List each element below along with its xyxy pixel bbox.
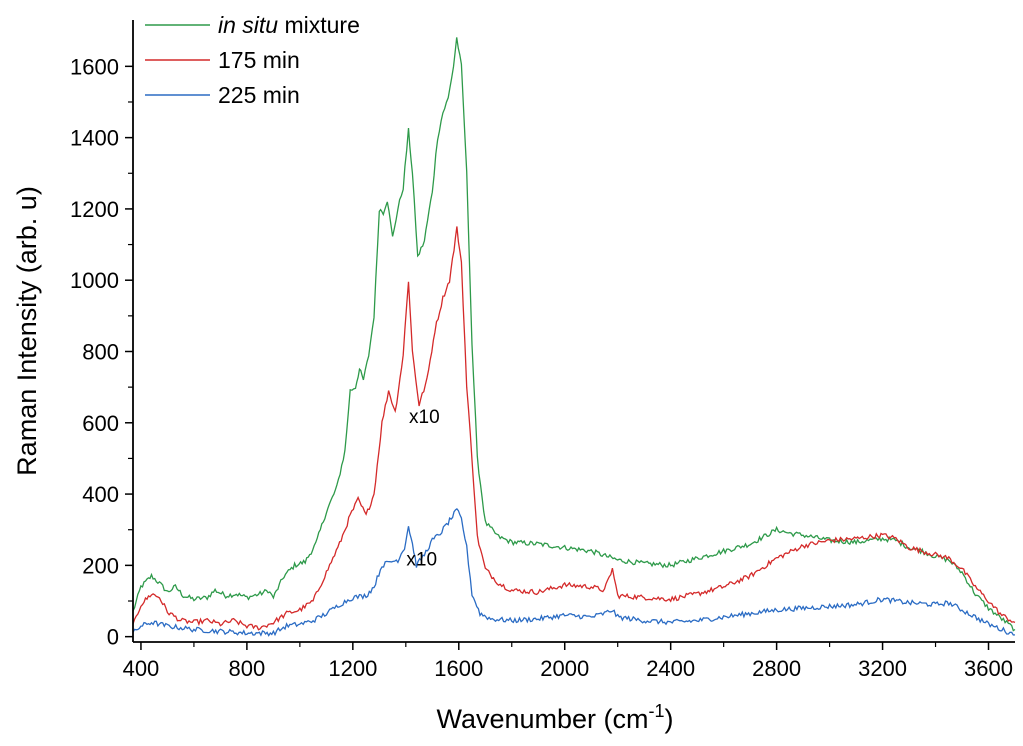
y-tick-label: 600	[82, 411, 119, 436]
legend: in situ mixture 175 min 225 min	[145, 12, 360, 108]
x-axis-title-sup: -1	[649, 701, 665, 721]
annotation-0: x10	[409, 407, 440, 428]
annotations-layer: x10 x10	[406, 407, 439, 571]
y-tick-label: 1600	[70, 54, 119, 79]
series-line-1	[132, 226, 1016, 631]
y-tick-label: 1000	[70, 268, 119, 293]
y-tick-label: 0	[107, 625, 119, 650]
legend-label-0: in situ mixture	[218, 12, 360, 38]
legend-label-text: 175 min	[218, 47, 300, 73]
x-axis-title-end: )	[665, 704, 674, 734]
legend-label-text: 225 min	[218, 82, 300, 108]
x-axis-title: Wavenumber (cm-1)	[436, 701, 673, 734]
y-tick-label: 400	[82, 482, 119, 507]
y-tick-label: 1400	[70, 126, 119, 151]
x-tick-label: 2800	[752, 656, 801, 681]
legend-label-1: 175 min	[218, 47, 300, 73]
x-tick-label: 1600	[434, 656, 483, 681]
axes-layer	[132, 20, 1015, 643]
legend-label-text: mixture	[278, 12, 360, 38]
x-tick-label: 2400	[646, 656, 695, 681]
ticks-layer: 400 800 1200 1600 2000 2400 2800 3200 3600 0 200 40…	[70, 54, 1013, 681]
annotation-1: x10	[406, 549, 437, 570]
series-layer	[132, 37, 1016, 637]
x-tick-label: 400	[123, 656, 160, 681]
series-line-2	[132, 508, 1016, 637]
legend-label-italic: in situ	[218, 12, 278, 38]
x-tick-label: 3200	[858, 656, 907, 681]
x-tick-label: 1200	[328, 656, 377, 681]
y-tick-label: 1200	[70, 197, 119, 222]
x-tick-label: 3600	[964, 656, 1013, 681]
x-tick-label: 800	[229, 656, 266, 681]
x-axis-title-main: Wavenumber (cm	[436, 704, 648, 734]
x-tick-label: 2000	[540, 656, 589, 681]
legend-label-2: 225 min	[218, 82, 300, 108]
series-line-0	[132, 37, 1016, 632]
y-axis-title: Raman Intensity (arb. u)	[12, 186, 42, 476]
y-tick-label: 800	[82, 339, 119, 364]
y-tick-label: 200	[82, 553, 119, 578]
